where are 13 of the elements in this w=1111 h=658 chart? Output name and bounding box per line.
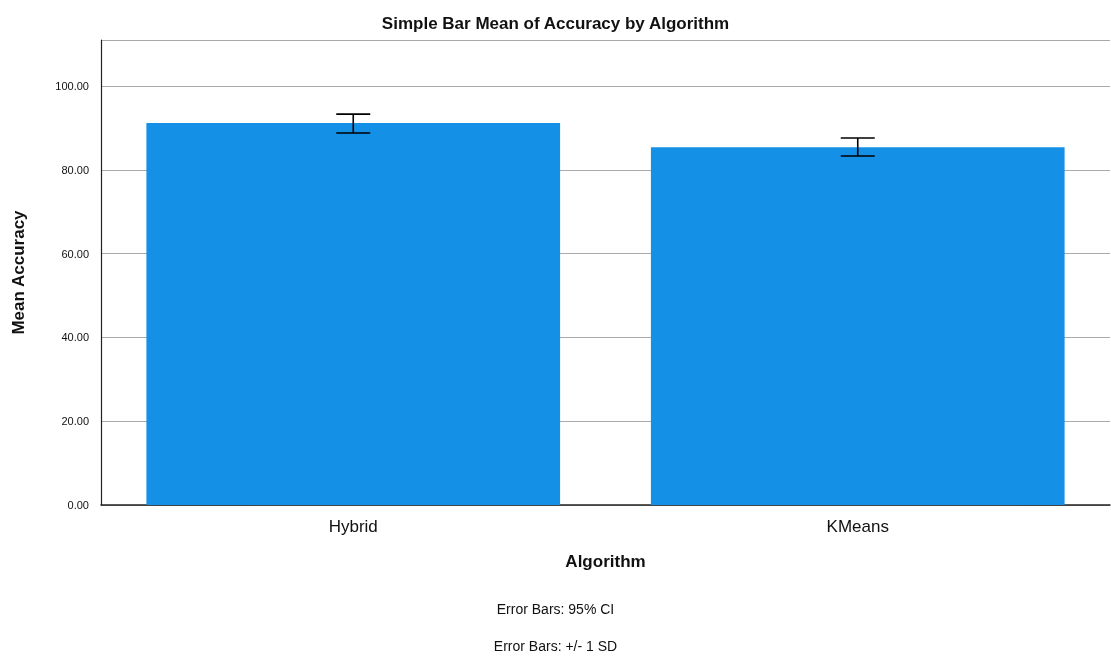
text: Error Bars: 95% CI [496,601,615,617]
y-tick-label: 40.00 [61,331,89,344]
y-tick-label: 100.00 [55,80,89,93]
y-tick-label: 80.00 [61,163,89,176]
y-tick-label: 60.00 [61,247,89,260]
chart-title: Simple Bar Mean of Accuracy by Algorithm [381,14,730,33]
y-tick-label: 0.00 [67,499,89,511]
x-tick-label: KMeans [826,517,889,536]
text: Error Bars: +/- 1 SD [493,638,618,654]
y-axis-title: Mean Accuracy [9,209,28,335]
x-axis-title: Algorithm [565,552,646,571]
x-tick-label: Hybrid [328,517,378,536]
y-tick-label: 20.00 [61,415,89,428]
